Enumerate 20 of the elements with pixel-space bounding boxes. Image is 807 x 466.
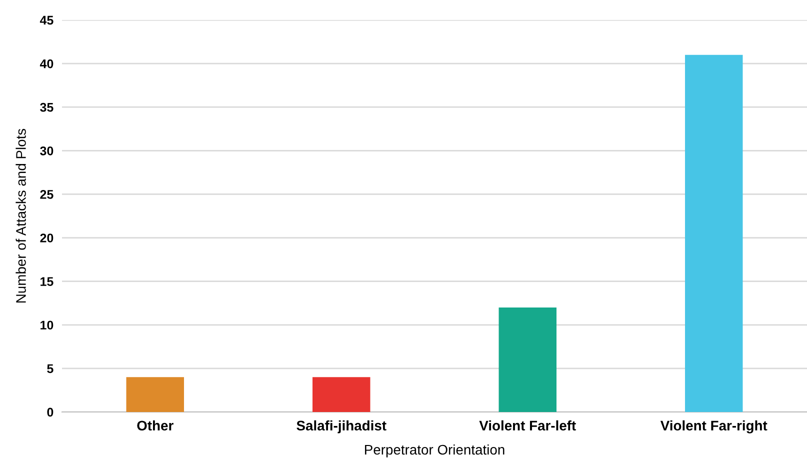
bar [126, 377, 184, 412]
x-tick-label: Violent Far-right [660, 420, 768, 434]
y-tick-label: 5 [47, 364, 54, 374]
y-tick-label: 45 [40, 16, 54, 25]
y-tick-label: 25 [40, 190, 54, 199]
x-axis-title: Perpetrator Orientation [365, 444, 504, 458]
y-tick-label: 30 [40, 146, 54, 156]
x-tick-label: Violent Far-left [479, 420, 576, 431]
y-tick-label: 10 [40, 320, 54, 330]
bar [685, 54, 743, 412]
y-tick-label: 15 [40, 277, 54, 286]
y-tick-label: 20 [40, 234, 54, 242]
bar [498, 307, 556, 412]
y-axis-title: Number of Attacks and Plots [16, 128, 26, 302]
bar [312, 377, 370, 412]
y-tick-label: 40 [40, 59, 54, 68]
y-tick-label: 35 [40, 102, 54, 112]
y-tick-label: 0 [47, 408, 54, 417]
x-tick-label: Other [137, 420, 174, 431]
x-tick-label: Salafi-jihadist [296, 420, 386, 434]
